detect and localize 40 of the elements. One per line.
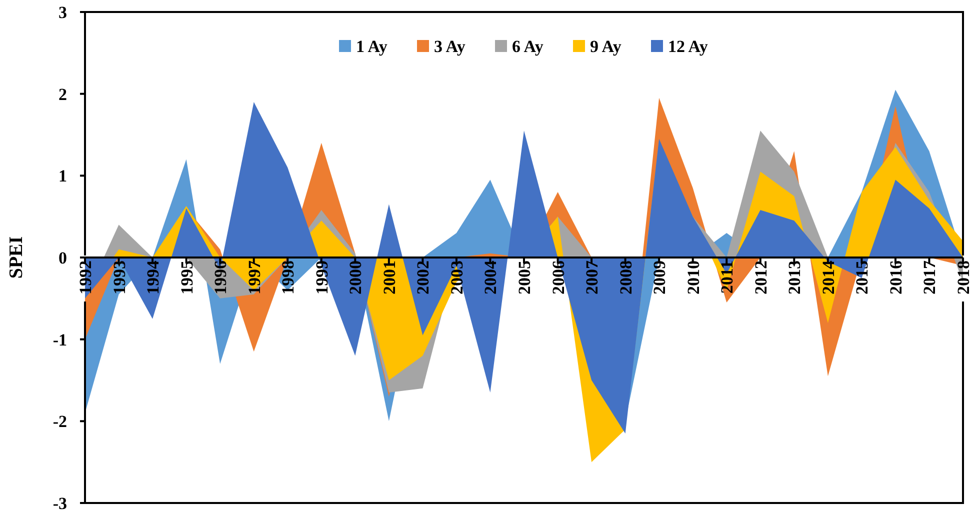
y-tick-label: 2 (58, 84, 67, 104)
y-tick-label: -1 (52, 330, 67, 350)
legend-label: 6 Ay (512, 37, 544, 56)
x-tick-label: 2015 (852, 260, 872, 294)
x-tick-label: 2004 (481, 260, 500, 294)
x-tick-label: 2016 (886, 260, 906, 294)
x-tick-label: 1998 (278, 260, 298, 294)
x-tick-label: 2010 (684, 260, 703, 294)
x-tick-label: 1995 (177, 260, 196, 294)
x-tick-label: 1993 (110, 260, 129, 294)
x-tick-label: 2013 (785, 260, 804, 294)
x-tick-label: 1994 (144, 260, 163, 294)
x-tick-label: 1999 (312, 260, 332, 294)
x-tick-label: 1996 (211, 260, 230, 294)
x-tick-label: 2006 (548, 260, 568, 294)
x-tick-label: 2007 (582, 260, 602, 294)
y-tick-label: -2 (52, 412, 67, 432)
x-tick-label: 2003 (447, 260, 466, 294)
x-tick-label: 2000 (346, 260, 366, 294)
y-tick-label: -3 (52, 494, 67, 513)
x-tick-label: 2002 (414, 260, 433, 294)
x-tick-label: 2018 (954, 260, 972, 294)
legend-label: 9 Ay (590, 37, 622, 56)
x-tick-label: 1997 (244, 260, 264, 294)
y-tick-label: 0 (58, 248, 67, 268)
x-tick-label: 2009 (650, 260, 670, 294)
y-tick-label: 3 (58, 3, 67, 22)
x-tick-label: 2017 (920, 260, 940, 294)
x-tick-label: 2001 (380, 260, 399, 294)
x-tick-label: 2005 (515, 260, 534, 294)
legend-label: 12 Ay (668, 37, 708, 56)
x-tick-label: 2014 (818, 260, 838, 294)
x-tick-label: 2008 (616, 260, 636, 294)
x-tick-label: 2012 (751, 260, 770, 294)
y-tick-label: 1 (58, 166, 67, 186)
legend-label: 3 Ay (434, 37, 466, 56)
x-tick-label: 1992 (76, 260, 95, 294)
y-axis-title: SPEI (6, 236, 27, 279)
legend-label: 1 Ay (356, 37, 388, 56)
x-tick-label: 2011 (718, 260, 737, 294)
